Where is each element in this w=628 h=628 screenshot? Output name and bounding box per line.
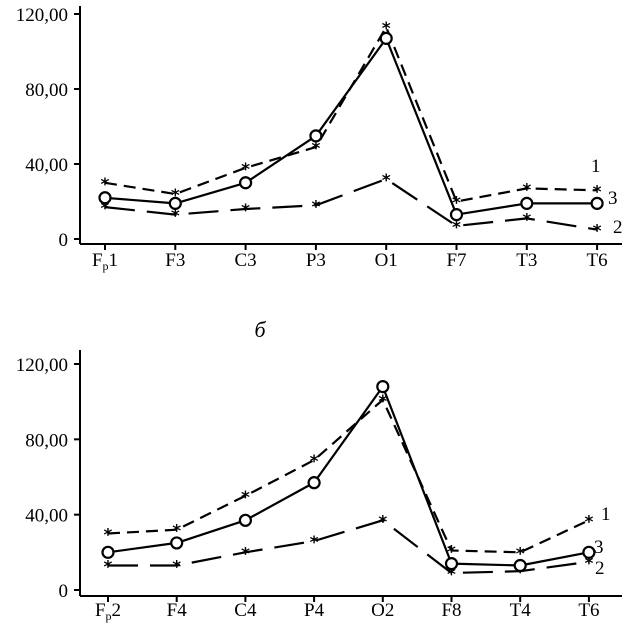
series-3-point [520,196,534,210]
x-tick-label: O2 [371,600,394,621]
series-2-point: * [452,218,461,238]
series-2-point: * [310,533,319,553]
series-3-point [449,208,464,222]
series-3-line [107,385,590,567]
series-2-point: * [241,201,250,221]
series-1-point: * [516,544,525,564]
series-2-line [108,519,590,575]
series-1-point: * [382,19,391,39]
x-tick-label: F4 [167,600,188,621]
x-tick-label: T3 [516,250,537,271]
x-tick-label: Fp2 [95,600,121,623]
series-3-point [309,129,323,143]
series-3-point [379,31,393,45]
series-1-point: * [311,139,320,159]
x-tick-label: Fp1 [92,250,118,273]
y-tick-label: 40,00 [25,506,68,527]
x-tick-label: P3 [306,250,326,271]
y-tick-label: 0 [59,581,69,602]
series-3-line [104,37,598,216]
series-3-point [582,545,596,559]
series-2-point: * [311,197,320,217]
series-2-point: * [104,558,113,578]
series-2-label: 2 [595,558,605,579]
series-3-label: 3 [608,188,618,209]
series-3-point [168,196,182,210]
series-3-point [101,545,115,559]
series-3-point [98,191,112,205]
y-tick-label: 40,00 [25,155,68,176]
y-tick-label: 0 [59,230,69,251]
series-1-point: * [172,522,181,542]
series-2-line [104,177,598,231]
series-1-label: 1 [601,504,611,525]
series-1-label: 1 [591,156,601,177]
x-tick-label: T6 [587,250,608,271]
series-3-point [170,536,184,550]
y-tick-label: 120,00 [16,5,68,26]
series-1-line [104,26,598,203]
x-tick-label: F3 [165,250,185,271]
series-3-point [238,513,252,527]
series-2-point: * [172,558,181,578]
series-1-point: * [171,186,180,206]
series-3-label: 3 [594,537,604,558]
series-3-point [513,558,527,573]
series-1-point: * [522,180,531,200]
series-1-point: * [378,392,387,412]
panel-label: б [254,317,266,342]
series-1-point: * [104,526,113,546]
x-tick-label: F8 [441,600,461,621]
series-1-line [107,398,590,554]
x-tick-label: T4 [510,600,532,621]
series-2-point: * [516,563,525,583]
series-2-label: 2 [613,217,623,238]
x-tick-label: F7 [446,250,466,271]
x-tick-label: O1 [375,250,398,271]
series-2-point: * [522,210,531,230]
series-2-point: * [593,222,602,242]
series-1-point: * [447,542,456,562]
y-tick-label: 120,00 [16,355,68,376]
series-1-point: * [593,182,602,202]
y-tick-label: 80,00 [25,430,68,451]
x-tick-label: T6 [578,600,599,621]
x-tick-label: C3 [235,250,257,271]
series-1-point: * [584,512,593,532]
series-2-point: * [241,544,250,564]
series-2-point: * [584,554,593,574]
series-3-point [444,557,459,571]
series-2-point: * [171,207,180,227]
x-tick-label: P4 [304,600,325,621]
series-1-point: * [452,194,461,214]
y-tick-label: 80,00 [25,80,68,101]
series-2-point: * [101,199,110,219]
series-1-point: * [241,160,250,180]
series-1-point: * [101,175,110,195]
series-3-point [376,380,390,394]
series-2-point: * [378,512,387,532]
x-tick-label: C4 [234,600,257,621]
series-1-point: * [241,488,250,508]
series-3-point [590,196,604,210]
series-1-point: * [310,452,319,472]
series-3-point [307,476,321,490]
series-3-point [239,176,253,190]
series-2-point: * [382,171,391,191]
series-2-point: * [447,565,456,585]
